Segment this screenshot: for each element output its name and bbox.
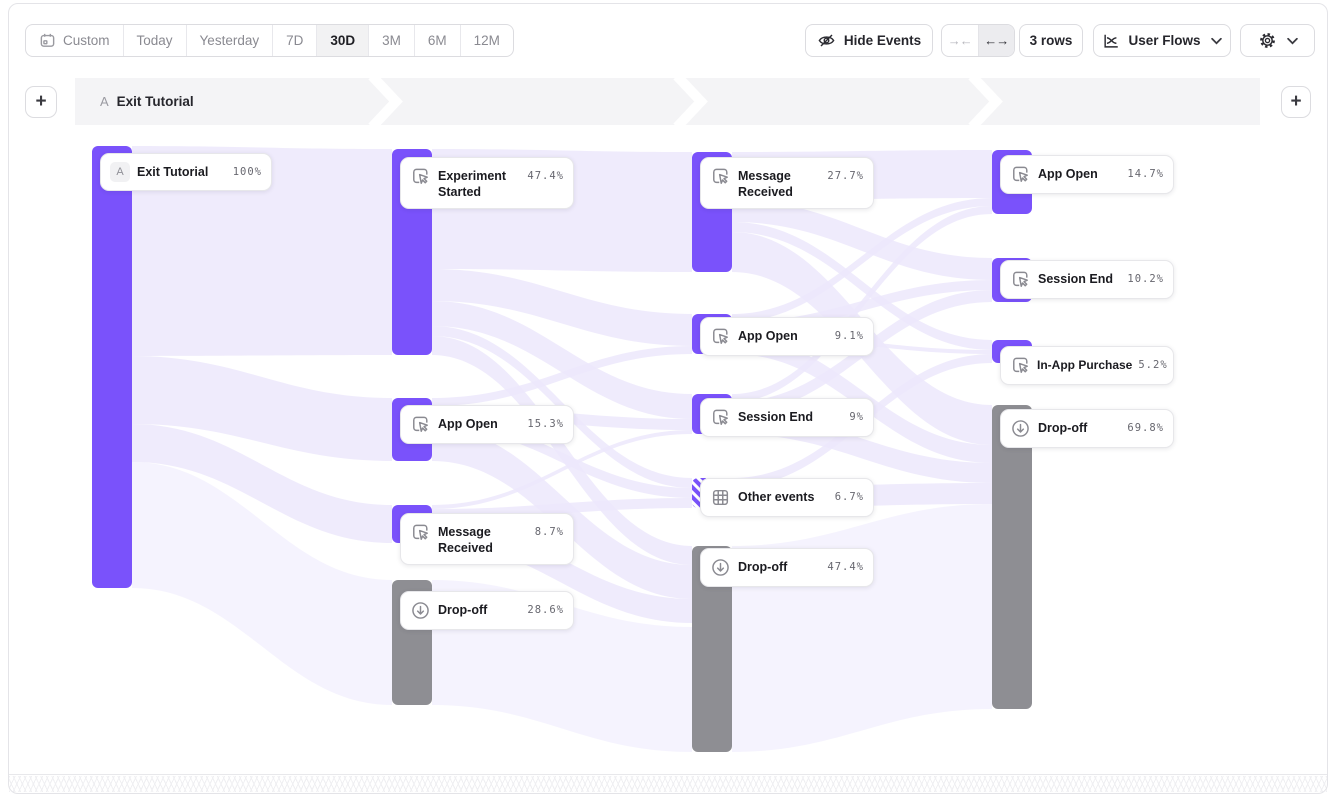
date-range-custom[interactable]: Custom	[26, 25, 124, 56]
eye-off-icon	[817, 31, 836, 50]
footer-divider	[9, 774, 1327, 775]
flow-link[interactable]	[432, 346, 692, 406]
flow-link[interactable]	[732, 200, 992, 280]
flow-link[interactable]	[432, 269, 692, 346]
add-step-left-button[interactable]: +	[25, 86, 57, 118]
flow-bar-gray[interactable]	[692, 546, 732, 752]
view-selector-button[interactable]: User Flows	[1093, 24, 1231, 57]
drop-off-icon	[410, 600, 431, 621]
gear-icon	[1258, 31, 1277, 50]
date-range-6m[interactable]: 6M	[415, 25, 461, 56]
date-range-30d[interactable]: 30D	[317, 25, 370, 56]
chevron-down-icon	[1210, 37, 1222, 45]
flow-node-app-open[interactable]: App Open 9.1%	[700, 317, 874, 356]
date-range-label: Custom	[63, 33, 110, 48]
grid-icon	[710, 487, 731, 508]
flow-node-message-received[interactable]: Message Received 27.7%	[700, 157, 874, 209]
flow-link[interactable]	[432, 417, 692, 498]
step-letter: A	[100, 94, 109, 109]
flow-bar-gray[interactable]	[992, 405, 1032, 709]
flow-node-drop-off[interactable]: Drop-off 69.8%	[1000, 409, 1174, 448]
event-cursor-icon	[410, 522, 431, 543]
footer-texture-strip	[9, 776, 1327, 792]
flow-node-session-end[interactable]: Session End 9%	[700, 398, 874, 437]
drop-off-icon	[1010, 418, 1031, 439]
flow-bar-purple[interactable]	[92, 146, 132, 588]
arrows-inward-icon: →←	[947, 33, 973, 48]
flow-chart-icon	[1102, 32, 1120, 50]
event-cursor-icon	[710, 166, 731, 187]
date-range-12m[interactable]: 12M	[473, 33, 500, 48]
event-cursor-icon	[1010, 355, 1031, 376]
date-range-7d[interactable]: 7D	[273, 25, 318, 56]
date-range-control: Custom Today Yesterday 7D 30D 3M 6M 12M	[25, 24, 514, 57]
date-range-yesterday[interactable]: Yesterday	[187, 25, 274, 56]
event-cursor-icon	[1010, 269, 1031, 290]
event-cursor-icon	[1010, 164, 1031, 185]
flow-node-app-open[interactable]: App Open 15.3%	[400, 405, 574, 444]
flow-node-in-app-purchase[interactable]: In-App Purchase 5.2%	[1000, 346, 1174, 385]
rows-label: 3 rows	[1029, 33, 1073, 48]
flow-node-experiment-started[interactable]: Experiment Started 47.4%	[400, 157, 574, 209]
flow-node-message-received[interactable]: Message Received 8.7%	[400, 513, 574, 565]
flow-link[interactable]	[432, 336, 692, 565]
flow-node-app-open[interactable]: App Open 14.7%	[1000, 155, 1174, 194]
event-cursor-icon	[410, 414, 431, 435]
flow-link[interactable]	[132, 424, 392, 543]
flow-link[interactable]	[132, 146, 392, 356]
calendar-icon	[39, 32, 56, 49]
flow-link[interactable]	[732, 222, 992, 350]
hide-events-button[interactable]: Hide Events	[805, 24, 933, 57]
step-chevron-separators	[368, 78, 1003, 125]
chevron-down-icon	[1286, 37, 1298, 45]
flow-node-other-events[interactable]: Other events 6.7%	[700, 478, 874, 517]
flow-node-drop-off[interactable]: Drop-off 47.4%	[700, 548, 874, 587]
event-cursor-icon	[710, 326, 731, 347]
flow-link[interactable]	[132, 356, 392, 461]
flow-link[interactable]	[132, 462, 392, 705]
date-range-3m[interactable]: 3M	[369, 25, 415, 56]
expand-columns-button[interactable]: ←→	[977, 25, 1014, 56]
flow-link[interactable]	[732, 198, 992, 322]
journey-step-band: A Exit Tutorial	[75, 78, 1260, 125]
journey-start-label[interactable]: A Exit Tutorial	[100, 78, 194, 125]
flow-link[interactable]	[732, 206, 992, 402]
drop-off-icon	[710, 557, 731, 578]
flow-link[interactable]	[732, 504, 992, 752]
event-cursor-icon	[410, 166, 431, 187]
step-letter-badge: A	[110, 162, 130, 182]
rows-button[interactable]: 3 rows	[1019, 24, 1083, 57]
hide-events-label: Hide Events	[843, 33, 922, 48]
date-range-today[interactable]: Today	[124, 25, 187, 56]
event-cursor-icon	[710, 407, 731, 428]
flow-node-drop-off[interactable]: Drop-off 28.6%	[400, 591, 574, 630]
flow-node-exit-tutorial[interactable]: A Exit Tutorial 100%	[100, 153, 272, 191]
collapse-columns-button[interactable]: →←	[942, 25, 978, 56]
flow-link[interactable]	[432, 301, 692, 419]
add-step-right-button[interactable]: +	[1281, 86, 1311, 118]
step-title: Exit Tutorial	[116, 94, 194, 109]
collapse-expand-toggle: →← ←→	[941, 24, 1015, 57]
settings-button[interactable]	[1240, 24, 1315, 57]
arrows-outward-icon: ←→	[984, 33, 1009, 48]
view-selector-label: User Flows	[1128, 33, 1201, 48]
flow-link[interactable]	[432, 430, 692, 509]
flow-node-session-end[interactable]: Session End 10.2%	[1000, 260, 1174, 299]
